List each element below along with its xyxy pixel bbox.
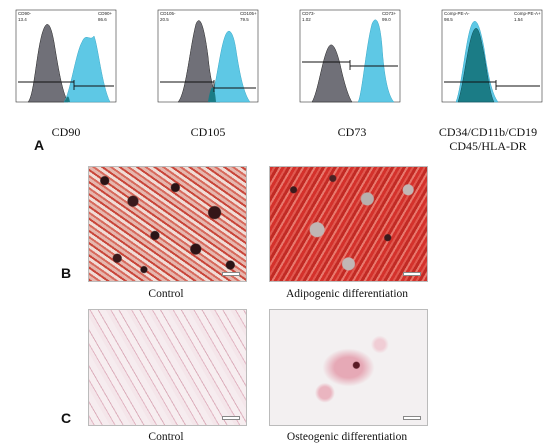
micrograph-b-control (88, 166, 247, 282)
marker-label-negative-line2: CD45/HLA-DR (449, 139, 527, 153)
marker-label-cd73: CD73 (337, 125, 367, 139)
gate-right-name: CD90+ (98, 11, 113, 16)
micrograph-c-osteogenic (269, 309, 428, 426)
caption-b-adipogenic: Adipogenic differentiation (285, 288, 409, 300)
scale-bar (403, 416, 421, 420)
panel-letter-c: C (61, 410, 72, 426)
gate-left-value: 98.5 (444, 17, 453, 22)
overlap-region (64, 96, 70, 102)
gate-right-name: Comp-PE-A+ (514, 11, 541, 16)
stained-peak (63, 35, 111, 103)
caption-c-control: Control (148, 431, 184, 443)
scale-bar (222, 272, 240, 276)
marker-label-negative: CD34/CD11b/CD19 CD45/HLA-DR (408, 125, 550, 153)
histogram-negative-markers-svg: Comp-PE-A- 98.5 Comp-PE-A+ 1.54 (441, 9, 543, 103)
gate-left-name: CD73- (302, 11, 316, 16)
gate-left-name: CD105- (160, 11, 176, 16)
scale-bar (222, 416, 240, 420)
panel-letter-b: B (61, 265, 72, 281)
gate-right-value: 1.54 (514, 17, 523, 22)
stained-peak (209, 30, 251, 103)
histogram-cd105: CD105- 20.5 CD105+ 79.5 (148, 6, 260, 116)
marker-label-negative-line1: CD34/CD11b/CD19 (438, 125, 538, 139)
histogram-cd73: CD73- 1.02 CD73+ 99.0 (290, 6, 402, 116)
gate-right-value: 99.0 (382, 17, 391, 22)
gate-right-name: CD73+ (382, 11, 397, 16)
scale-bar (403, 272, 421, 276)
gate-left-value: 20.5 (160, 17, 169, 22)
histogram-negative-markers: Comp-PE-A- 98.5 Comp-PE-A+ 1.54 (432, 6, 544, 116)
histogram-cd90: CD90- 13.4 CD90+ 86.6 (6, 6, 118, 116)
histogram-cd90-svg: CD90- 13.4 CD90+ 86.6 (15, 9, 117, 103)
gate-left-value: 1.02 (302, 17, 311, 22)
gate-left-name: CD90- (18, 11, 32, 16)
marker-label-cd105: CD105 (190, 125, 226, 139)
stained-peak (357, 19, 395, 103)
gate-right-value: 86.6 (98, 17, 107, 22)
gate-left-value: 13.4 (18, 17, 27, 22)
histogram-cd105-svg: CD105- 20.5 CD105+ 79.5 (157, 9, 259, 103)
isotype-peak (311, 44, 353, 103)
histogram-cd73-svg: CD73- 1.02 CD73+ 99.0 (299, 9, 401, 103)
micrograph-c-control (88, 309, 247, 426)
gate-right-name: CD105+ (240, 11, 257, 16)
micrograph-b-adipogenic (269, 166, 428, 282)
caption-c-osteogenic: Osteogenic differentiation (286, 431, 408, 443)
caption-b-control: Control (148, 288, 184, 300)
gate-right-value: 79.5 (240, 17, 249, 22)
marker-label-cd90: CD90 (51, 125, 81, 139)
gate-left-name: Comp-PE-A- (444, 11, 470, 16)
overlap-region (457, 28, 495, 103)
panel-letter-a: A (34, 137, 45, 153)
